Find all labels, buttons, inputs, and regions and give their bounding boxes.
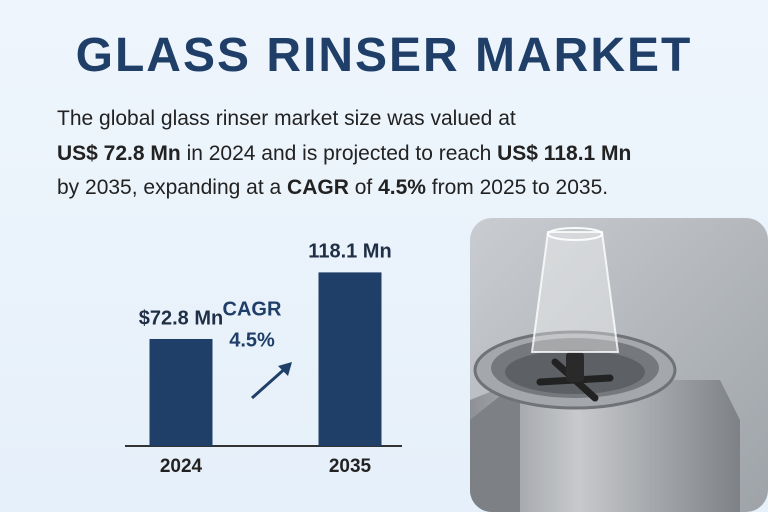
highlight: 4.5% bbox=[378, 176, 426, 199]
highlight: US$ 118.1 Mn bbox=[497, 141, 632, 165]
text: from 2025 to 2035. bbox=[431, 176, 609, 199]
value-label: 118.1 Mn bbox=[308, 241, 391, 263]
bar bbox=[318, 272, 382, 446]
highlight: CAGR bbox=[287, 176, 349, 199]
highlight: US$ 72.8 Mn bbox=[57, 141, 181, 165]
product-photo bbox=[470, 218, 768, 512]
growth-arrow bbox=[251, 364, 289, 400]
bar bbox=[149, 338, 213, 446]
x-tick-label: 2024 bbox=[160, 456, 203, 477]
description: The global glass rinser market size was … bbox=[57, 102, 737, 206]
text: The global glass rinser market size was … bbox=[57, 107, 516, 130]
text: of bbox=[354, 176, 373, 199]
x-tick-label: 2035 bbox=[329, 456, 372, 477]
text: in 2024 and is projected to reach bbox=[186, 141, 492, 165]
annotation: CAGR bbox=[223, 298, 282, 320]
text: by 2035, expanding at a bbox=[57, 176, 282, 199]
page-title: GLASS RINSER MARKET bbox=[75, 29, 693, 82]
arrow-head bbox=[278, 362, 292, 376]
annotation: 4.5% bbox=[229, 329, 275, 351]
value-label: $72.8 Mn bbox=[139, 307, 223, 329]
